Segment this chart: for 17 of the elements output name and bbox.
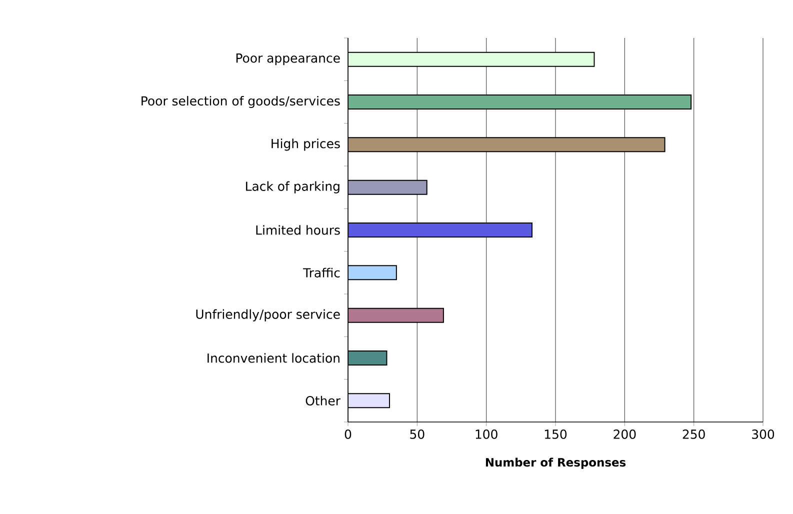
x-tick-label: 300 (752, 430, 774, 439)
y-tick-label: Traffic (303, 268, 340, 278)
y-tick-label: Inconvenient location (208, 353, 340, 363)
y-tick-label: Limited hours (256, 225, 340, 235)
x-axis-title: Number of Responses (486, 458, 626, 469)
y-tick-label: Poor appearance (236, 54, 340, 66)
y-tick-label: Unfriendly/poor service (196, 309, 340, 322)
y-tick-label: High prices (272, 138, 340, 151)
x-tick-label: 150 (545, 430, 567, 439)
x-tick-label: 50 (410, 430, 424, 439)
y-tick-label: Other (306, 396, 340, 406)
y-tick-label: Lack of parking (246, 181, 340, 194)
x-tick-label: 0 (344, 430, 352, 439)
x-tick-label: 250 (682, 430, 705, 439)
x-tick-label: 200 (614, 430, 636, 439)
x-tick-label: 100 (476, 430, 498, 439)
y-tick-label: Poor selection of goods/services (142, 96, 340, 108)
